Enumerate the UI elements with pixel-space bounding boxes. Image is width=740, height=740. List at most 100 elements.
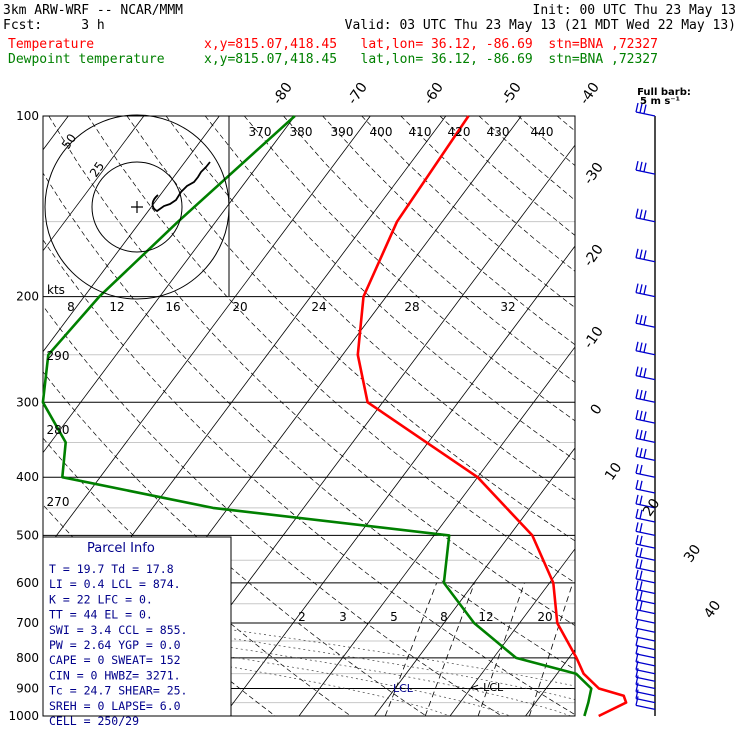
isotherm-label: -60 xyxy=(421,80,447,108)
dry-adiabat xyxy=(517,116,575,166)
mixing-ratio-label: 20 xyxy=(537,610,552,624)
isotherm-label: -30 xyxy=(581,160,607,188)
isotherm xyxy=(677,116,740,716)
pressure-label: 600 xyxy=(16,576,39,590)
hodograph-ring-50 xyxy=(44,114,230,300)
hodograph-trace xyxy=(151,161,211,213)
wind-barb xyxy=(635,590,656,605)
isotherm-label: -80 xyxy=(270,80,296,108)
dry-adiabat xyxy=(43,371,427,716)
valid-time: Valid: 03 UTC Thu 23 May 13 (21 MDT Wed … xyxy=(344,18,736,33)
wind-barb xyxy=(635,508,656,523)
wind-barb xyxy=(635,366,656,381)
wind-barb xyxy=(635,494,656,509)
hodograph-speed-label: 8 xyxy=(67,300,75,314)
pressure-label: 700 xyxy=(16,616,39,630)
dry-adiabat xyxy=(361,116,575,309)
pressure-label: 900 xyxy=(16,682,39,696)
parcel-info-row: SREH = 0 LAPSE= 6.0 xyxy=(49,699,181,713)
hodograph-speed-label: 16 xyxy=(165,300,180,314)
theta-label: 380 xyxy=(290,125,313,139)
isotherm-label: 20 xyxy=(640,496,663,520)
isotherm xyxy=(223,245,575,716)
wind-barb xyxy=(635,547,656,561)
mixing-ratio-line xyxy=(576,583,617,716)
wind-barb xyxy=(635,558,656,573)
wind-barb xyxy=(635,479,656,494)
theta-label: 290 xyxy=(47,349,70,363)
dry-adiabat xyxy=(439,116,575,236)
isotherm xyxy=(601,116,740,716)
moist-adiabat xyxy=(43,628,511,716)
wind-barb xyxy=(635,464,656,478)
pressure-label: 200 xyxy=(16,290,39,304)
wind-barb xyxy=(635,689,656,704)
wind-barb xyxy=(635,636,656,651)
theta-label: 270 xyxy=(47,495,70,509)
init-time: Init: 00 UTC Thu 23 May 13 xyxy=(532,3,737,18)
wind-barb xyxy=(635,534,656,549)
parcel-info-row: LI = 0.4 LCL = 874. xyxy=(49,577,181,591)
theta-label: 430 xyxy=(487,125,510,139)
wind-barb xyxy=(635,522,656,537)
mixing-ratio-line xyxy=(528,582,574,716)
barb-key-value: 5 m s⁻¹ xyxy=(640,96,680,107)
series-layer xyxy=(41,115,628,718)
mixing-ratio-line xyxy=(477,582,525,716)
isotherm-label: -50 xyxy=(499,80,525,108)
parcel-info-row: TT = 44 EL = 0. xyxy=(49,608,153,622)
isotherm xyxy=(449,548,575,716)
hodograph-center-icon xyxy=(131,201,143,213)
wind-barb xyxy=(635,102,656,117)
theta-label: 280 xyxy=(47,423,70,437)
mixing-ratio-label: 5 xyxy=(390,610,398,624)
isotherm xyxy=(43,116,296,454)
dewpoint-info: x,y=815.07,418.45 lat,lon= 36.12, -86.69… xyxy=(204,52,658,67)
isotherm-label: 40 xyxy=(701,598,724,622)
dry-adiabat xyxy=(43,239,575,716)
parcel-info-row: CIN = 0 HWBZ= 3271. xyxy=(49,668,181,682)
hodograph-speed-label: 20 xyxy=(232,300,247,314)
pressure-label: 400 xyxy=(16,470,39,484)
wind-barb xyxy=(635,652,656,667)
lcl-marker: <-LCL xyxy=(470,681,504,694)
wind-barb xyxy=(635,696,656,711)
wind-barb xyxy=(635,569,656,584)
theta-label: 400 xyxy=(370,125,393,139)
wind-barb xyxy=(635,208,656,223)
model-title: 3km ARW-WRF -- NCAR/MMM xyxy=(3,3,184,18)
hodograph-speed-label: 28 xyxy=(404,300,419,314)
mixing-ratio-label: 2 xyxy=(298,610,306,624)
wind-barb xyxy=(635,644,656,659)
temperature-profile xyxy=(356,115,628,718)
dry-adiabat xyxy=(478,116,575,201)
hodograph-unit-label: kts xyxy=(47,283,65,297)
wind-barb xyxy=(635,389,656,403)
dry-adiabat xyxy=(244,116,575,422)
dry-adiabat xyxy=(165,116,575,501)
hodograph-speed-label: 24 xyxy=(311,300,326,314)
moist-adiabat xyxy=(43,611,575,700)
isotherm-label: -10 xyxy=(581,324,607,352)
hodograph-speed-label: 12 xyxy=(109,300,124,314)
wind-barb xyxy=(635,341,656,356)
isotherm-label: -20 xyxy=(581,242,607,270)
parcel-info-row: T = 19.7 Td = 17.8 xyxy=(49,562,174,576)
parcel-info-row: CAPE = 0 SWEAT= 152 xyxy=(49,653,181,667)
parcel-info-box: Parcel Info T = 19.7 Td = 17.8LI = 0.4 LC… xyxy=(42,536,232,728)
isotherm xyxy=(374,447,575,716)
dewpoint-profile xyxy=(41,115,593,717)
isotherm-label: -70 xyxy=(345,80,371,108)
isotherm-label: -40 xyxy=(577,80,603,108)
temperature-label: Temperature xyxy=(8,37,95,52)
wind-barb xyxy=(635,682,656,697)
forecast-hour: Fcst: 3 h xyxy=(3,18,105,33)
mixing-ratio-line xyxy=(424,582,475,716)
wind-barb xyxy=(635,314,656,328)
hodograph-ring-label: 50 xyxy=(59,131,79,152)
parcel-info-title: Parcel Info xyxy=(87,541,155,556)
wind-barb xyxy=(635,283,656,298)
wind-barb xyxy=(635,580,656,595)
dry-adiabat xyxy=(400,116,575,272)
